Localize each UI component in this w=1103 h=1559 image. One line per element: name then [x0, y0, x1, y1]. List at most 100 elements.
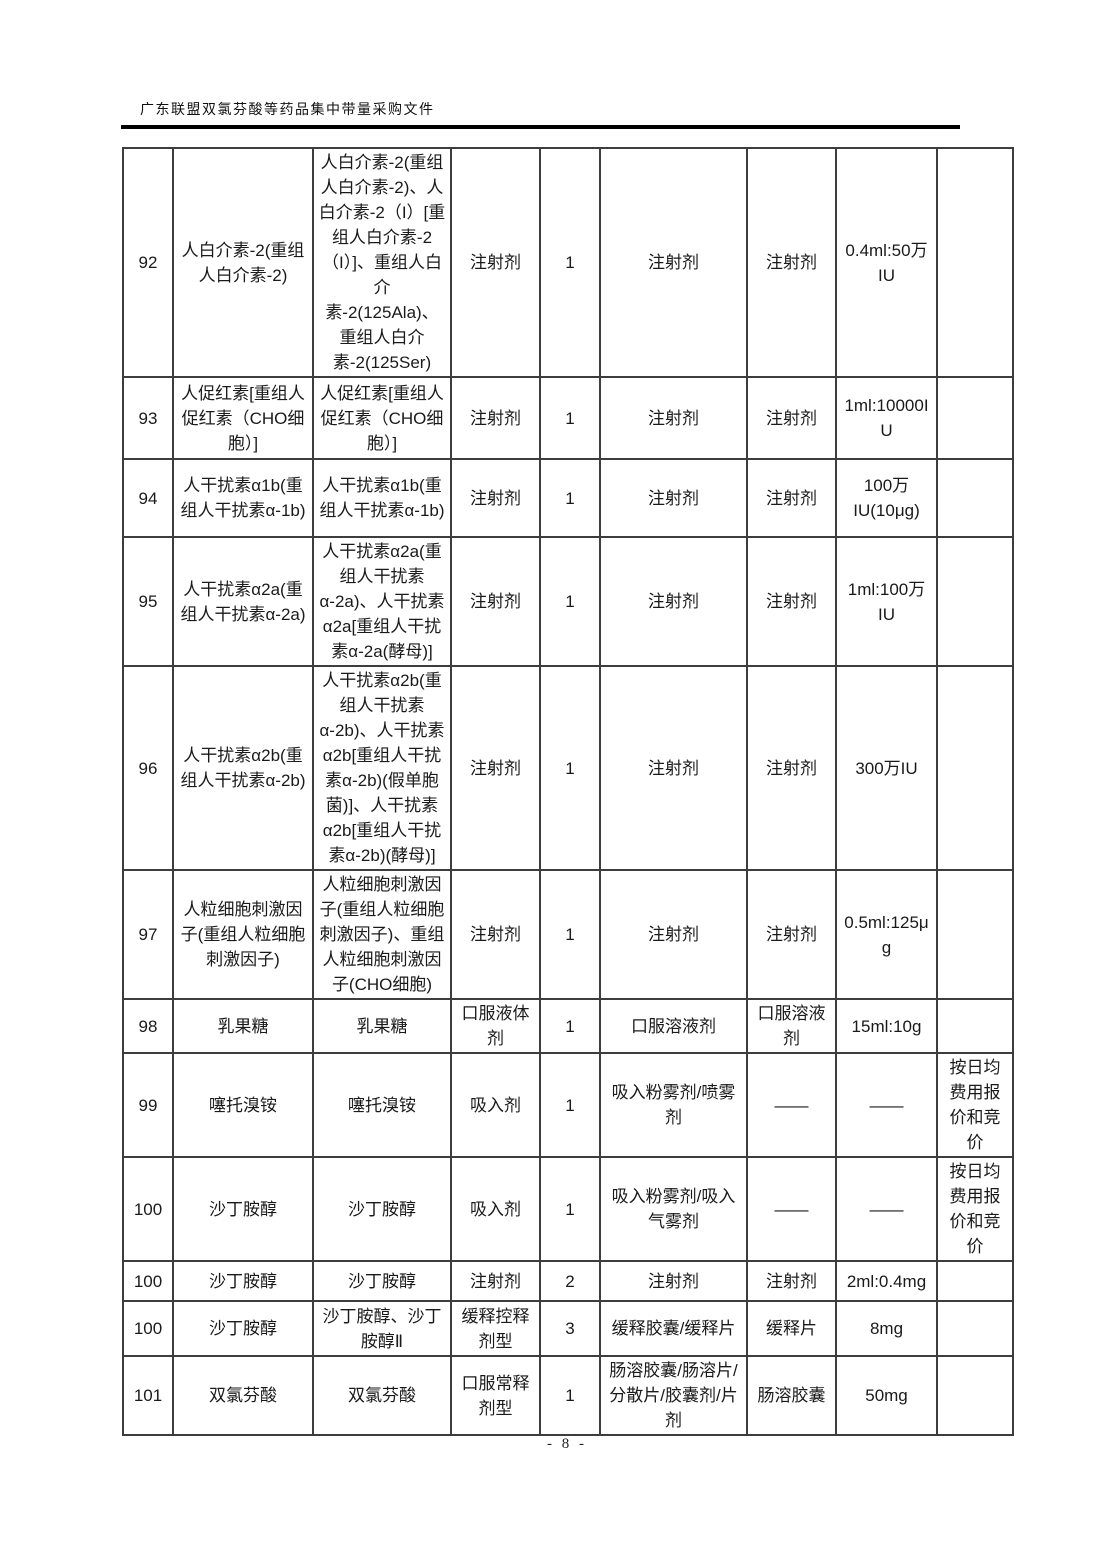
- cell-specification: 100万IU(10μg): [835, 458, 938, 538]
- cell-drug-name: 双氯芬酸: [172, 1355, 314, 1436]
- table-row: 101 双氯芬酸 双氯芬酸 口服常释剂型 1 肠溶胶囊/肠溶片/分散片/胶囊剂/…: [122, 1355, 1014, 1436]
- cell-drug-name: 沙丁胺醇: [172, 1156, 314, 1262]
- header-rule-divider: [121, 125, 960, 129]
- cell-drug-name-detail: 双氯芬酸: [312, 1355, 452, 1436]
- cell-drug-name-detail: 人干扰素α2b(重组人干扰素α-2b)、人干扰素α2b[重组人干扰素α-2b)(…: [312, 665, 452, 871]
- cell-representative-form: 注射剂: [746, 1260, 837, 1302]
- cell-representative-form: 注射剂: [746, 147, 837, 378]
- cell-remark: [936, 376, 1014, 460]
- cell-group-number: 1: [539, 376, 601, 460]
- cell-drug-name-detail: 沙丁胺醇: [312, 1156, 452, 1262]
- cell-dosage-forms-list: 注射剂: [599, 376, 748, 460]
- cell-row-number: 96: [122, 665, 174, 871]
- cell-drug-name: 乳果糖: [172, 998, 314, 1054]
- cell-row-number: 94: [122, 458, 174, 538]
- cell-drug-name-detail: 人促红素[重组人促红素（CHO细胞）]: [312, 376, 452, 460]
- cell-dosage-form-category: 注射剂: [450, 536, 541, 667]
- cell-specification: 300万IU: [835, 665, 938, 871]
- cell-row-number: 92: [122, 147, 174, 378]
- cell-group-number: 1: [539, 458, 601, 538]
- cell-remark: 按日均费用报价和竞价: [936, 1156, 1014, 1262]
- table-row: 92 人白介素-2(重组人白介素-2) 人白介素-2(重组人白介素-2)、人白介…: [122, 147, 1014, 378]
- cell-drug-name-detail: 噻托溴铵: [312, 1052, 452, 1158]
- cell-group-number: 1: [539, 869, 601, 1000]
- cell-group-number: 1: [539, 1052, 601, 1158]
- table-row: 93 人促红素[重组人促红素（CHO细胞）] 人促红素[重组人促红素（CHO细胞…: [122, 376, 1014, 460]
- cell-drug-name-detail: 人干扰素α1b(重组人干扰素α-1b): [312, 458, 452, 538]
- cell-dosage-form-category: 注射剂: [450, 869, 541, 1000]
- cell-group-number: 2: [539, 1260, 601, 1302]
- cell-dosage-form-category: 缓释控释剂型: [450, 1300, 541, 1357]
- cell-specification: ——: [835, 1052, 938, 1158]
- cell-drug-name: 噻托溴铵: [172, 1052, 314, 1158]
- cell-group-number: 1: [539, 147, 601, 378]
- cell-dosage-form-category: 吸入剂: [450, 1052, 541, 1158]
- cell-representative-form: 注射剂: [746, 869, 837, 1000]
- cell-group-number: 1: [539, 1156, 601, 1262]
- cell-row-number: 98: [122, 998, 174, 1054]
- cell-drug-name: 人干扰素α1b(重组人干扰素α-1b): [172, 458, 314, 538]
- cell-dosage-form-category: 口服常释剂型: [450, 1355, 541, 1436]
- cell-dosage-form-category: 吸入剂: [450, 1156, 541, 1262]
- cell-specification: 1ml:10000IU: [835, 376, 938, 460]
- cell-dosage-form-category: 口服液体剂: [450, 998, 541, 1054]
- cell-drug-name: 人干扰素α2b(重组人干扰素α-2b): [172, 665, 314, 871]
- table-body: 92 人白介素-2(重组人白介素-2) 人白介素-2(重组人白介素-2)、人白介…: [122, 147, 1014, 1436]
- cell-specification: 1ml:100万IU: [835, 536, 938, 667]
- cell-specification: 8mg: [835, 1300, 938, 1357]
- cell-group-number: 3: [539, 1300, 601, 1357]
- cell-dosage-form-category: 注射剂: [450, 147, 541, 378]
- table-row: 98 乳果糖 乳果糖 口服液体剂 1 口服溶液剂 口服溶液剂 15ml:10g: [122, 998, 1014, 1054]
- cell-drug-name-detail: 沙丁胺醇、沙丁胺醇Ⅱ: [312, 1300, 452, 1357]
- cell-drug-name-detail: 沙丁胺醇: [312, 1260, 452, 1302]
- cell-row-number: 99: [122, 1052, 174, 1158]
- cell-drug-name: 沙丁胺醇: [172, 1300, 314, 1357]
- cell-dosage-forms-list: 吸入粉雾剂/喷雾剂: [599, 1052, 748, 1158]
- cell-dosage-forms-list: 缓释胶囊/缓释片: [599, 1300, 748, 1357]
- cell-row-number: 101: [122, 1355, 174, 1436]
- cell-representative-form: ——: [746, 1156, 837, 1262]
- cell-dosage-forms-list: 吸入粉雾剂/吸入气雾剂: [599, 1156, 748, 1262]
- cell-dosage-forms-list: 肠溶胶囊/肠溶片/分散片/胶囊剂/片剂: [599, 1355, 748, 1436]
- table-row: 97 人粒细胞刺激因子(重组人粒细胞刺激因子) 人粒细胞刺激因子(重组人粒细胞刺…: [122, 869, 1014, 1000]
- table-row: 100 沙丁胺醇 沙丁胺醇、沙丁胺醇Ⅱ 缓释控释剂型 3 缓释胶囊/缓释片 缓释…: [122, 1300, 1014, 1357]
- cell-remark: [936, 536, 1014, 667]
- cell-drug-name: 沙丁胺醇: [172, 1260, 314, 1302]
- cell-drug-name-detail: 乳果糖: [312, 998, 452, 1054]
- cell-representative-form: 注射剂: [746, 536, 837, 667]
- cell-dosage-form-category: 注射剂: [450, 376, 541, 460]
- cell-dosage-forms-list: 口服溶液剂: [599, 998, 748, 1054]
- cell-dosage-form-category: 注射剂: [450, 1260, 541, 1302]
- cell-row-number: 93: [122, 376, 174, 460]
- drug-procurement-table: 92 人白介素-2(重组人白介素-2) 人白介素-2(重组人白介素-2)、人白介…: [122, 147, 1014, 1436]
- cell-drug-name: 人干扰素α2a(重组人干扰素α-2a): [172, 536, 314, 667]
- cell-drug-name-detail: 人白介素-2(重组人白介素-2)、人白介素-2（I）[重组人白介素-2（I）]、…: [312, 147, 452, 378]
- cell-drug-name: 人白介素-2(重组人白介素-2): [172, 147, 314, 378]
- cell-dosage-forms-list: 注射剂: [599, 665, 748, 871]
- cell-remark: [936, 998, 1014, 1054]
- cell-specification: 0.4ml:50万IU: [835, 147, 938, 378]
- cell-remark: [936, 1260, 1014, 1302]
- cell-dosage-forms-list: 注射剂: [599, 458, 748, 538]
- cell-remark: [936, 458, 1014, 538]
- cell-row-number: 97: [122, 869, 174, 1000]
- cell-specification: 50mg: [835, 1355, 938, 1436]
- cell-representative-form: ——: [746, 1052, 837, 1158]
- cell-row-number: 100: [122, 1300, 174, 1357]
- cell-representative-form: 注射剂: [746, 376, 837, 460]
- cell-drug-name-detail: 人干扰素α2a(重组人干扰素α-2a)、人干扰素α2a[重组人干扰素α-2a(酵…: [312, 536, 452, 667]
- cell-drug-name: 人粒细胞刺激因子(重组人粒细胞刺激因子): [172, 869, 314, 1000]
- cell-dosage-forms-list: 注射剂: [599, 1260, 748, 1302]
- table-row: 96 人干扰素α2b(重组人干扰素α-2b) 人干扰素α2b(重组人干扰素α-2…: [122, 665, 1014, 871]
- cell-specification: 0.5ml:125μg: [835, 869, 938, 1000]
- cell-representative-form: 肠溶胶囊: [746, 1355, 837, 1436]
- cell-remark: [936, 147, 1014, 378]
- cell-drug-name: 人促红素[重组人促红素（CHO细胞）]: [172, 376, 314, 460]
- cell-remark: [936, 665, 1014, 871]
- cell-dosage-forms-list: 注射剂: [599, 869, 748, 1000]
- cell-representative-form: 缓释片: [746, 1300, 837, 1357]
- cell-specification: 2ml:0.4mg: [835, 1260, 938, 1302]
- cell-specification: 15ml:10g: [835, 998, 938, 1054]
- cell-group-number: 1: [539, 536, 601, 667]
